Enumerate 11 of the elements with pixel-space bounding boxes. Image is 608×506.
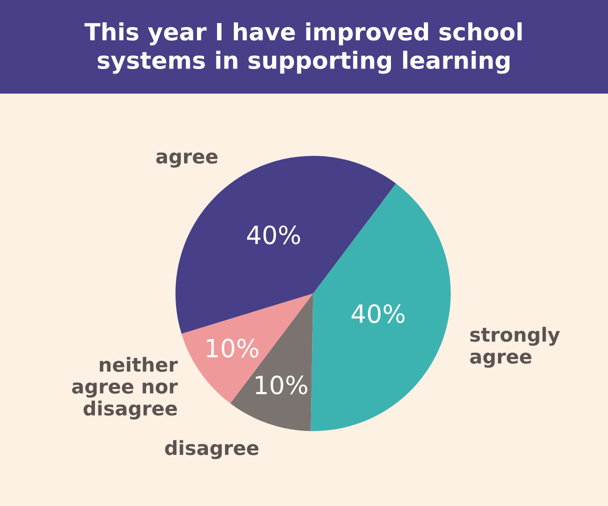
data-label: 40% <box>352 304 405 324</box>
slice-label: strongly agree <box>470 326 560 368</box>
data-label: 10% <box>256 376 308 394</box>
pie-slice <box>182 293 314 404</box>
slice-label: agree <box>156 152 218 168</box>
slice-label: neither agree nor disagree <box>72 356 178 420</box>
chart-title: This year I have improved school systems in supporting learning <box>84 22 522 74</box>
pie-slice <box>310 184 451 432</box>
slice-label: disagree <box>165 440 258 460</box>
data-label: 40% <box>247 225 300 244</box>
data-label: 10% <box>206 338 258 358</box>
